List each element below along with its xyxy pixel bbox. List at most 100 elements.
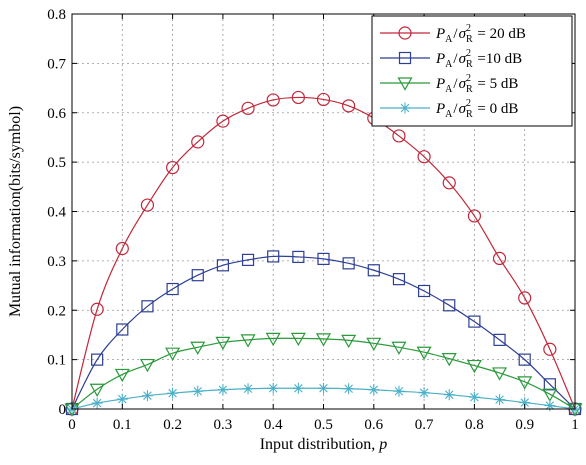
circle-marker [191, 135, 205, 149]
asterisk-marker [418, 387, 430, 399]
legend-label: PA/σ2 R =10 dB [435, 48, 522, 70]
asterisk-marker [443, 389, 455, 401]
triangle-marker [416, 346, 432, 360]
triangle-marker [215, 336, 231, 351]
y-tick-label: 0.4 [47, 205, 66, 221]
legend-label: PA/σ2 R = 0 dB [435, 98, 518, 120]
triangle-marker [542, 388, 558, 402]
triangle-marker [492, 367, 508, 381]
circle-marker [342, 99, 356, 113]
circle-marker [90, 302, 104, 316]
x-axis-label-variable: p [378, 436, 387, 453]
x-tick-label: 0.6 [364, 417, 383, 433]
asterisk-marker [292, 382, 304, 394]
x-tick-label: 0.9 [515, 417, 534, 433]
asterisk-marker [393, 385, 405, 397]
asterisk-marker [544, 400, 556, 412]
x-tick-label: 0.4 [264, 417, 283, 433]
y-tick-label: 0.8 [47, 7, 66, 23]
asterisk-marker [116, 393, 128, 405]
square-marker [241, 253, 255, 266]
triangle-marker [139, 358, 155, 373]
triangle-marker [397, 77, 413, 91]
circle-marker [392, 129, 406, 143]
series-line [71, 255, 576, 410]
triangle-marker [240, 334, 256, 348]
x-tick-label: 0.7 [415, 417, 434, 433]
square-marker [398, 51, 412, 65]
legend-entry: PA/σ2 R =10 dB [380, 48, 522, 70]
square-marker [116, 323, 129, 336]
triangle-marker [89, 383, 105, 397]
triangle-marker [341, 334, 357, 349]
square-marker [418, 284, 431, 298]
triangle-marker [315, 333, 332, 347]
circle-marker [241, 101, 255, 115]
legend: PA/σ2 R = 20 dB PA/σ2 R =10 dB PA/σ2 R = 5 dB… [371, 15, 573, 127]
legend-entry: PA/σ2 R = 0 dB [380, 98, 518, 120]
y-tick-label: 0.2 [47, 303, 66, 319]
circle-marker [316, 92, 331, 107]
x-tick-label: 0.3 [214, 417, 233, 433]
x-tick-label: 1 [571, 417, 579, 433]
circle-marker [543, 342, 557, 356]
circle-marker [166, 160, 180, 175]
axis-ticks: 0 0.1 0.2 0.3 0.4 0.5 0.6 0.7 0.8 0.9 1 0 0.1 0.2 0.3 0… [47, 7, 579, 433]
y-tick-label: 0.1 [47, 353, 66, 369]
circle-marker [467, 209, 481, 223]
circle-marker [266, 93, 280, 107]
y-tick-label: 0.7 [47, 56, 66, 72]
circle-marker [417, 150, 431, 164]
asterisk-marker [91, 397, 103, 409]
asterisk-marker [494, 394, 506, 406]
square-marker [191, 269, 204, 282]
square-marker [443, 299, 456, 312]
asterisk-marker [468, 391, 480, 403]
triangle-marker [366, 337, 382, 352]
circle-marker [291, 90, 305, 105]
triangle-marker [165, 347, 181, 361]
legend-label: PA/σ2 R = 20 dB [435, 23, 526, 45]
series-line [71, 337, 576, 410]
square-marker [267, 250, 280, 263]
asterisk-marker [267, 382, 279, 394]
asterisk-marker [242, 383, 254, 395]
square-marker [518, 353, 531, 366]
y-tick-label: 0.6 [47, 106, 66, 122]
asterisk-marker [217, 384, 229, 396]
square-marker [392, 273, 406, 286]
asterisk-marker [399, 102, 411, 114]
circle-marker [216, 114, 230, 128]
triangle-marker [517, 376, 533, 390]
asterisk-marker [141, 390, 153, 402]
triangle-marker [265, 332, 281, 347]
triangle-marker [466, 359, 482, 374]
circle-marker [518, 291, 532, 305]
circle-marker [492, 251, 507, 266]
square-marker [166, 282, 179, 296]
asterisk-marker [192, 385, 204, 397]
x-tick-label: 0.5 [314, 417, 333, 433]
triangle-marker [391, 341, 407, 356]
circle-marker [140, 198, 155, 212]
y-axis-label: Mutual information(bits/symbol) [7, 106, 24, 317]
asterisk-marker [343, 383, 355, 395]
series-asterisk [66, 382, 581, 415]
y-tick-label: 0 [59, 402, 67, 418]
circle-marker [115, 241, 129, 256]
square-marker [317, 252, 330, 265]
square-marker [342, 257, 355, 270]
x-tick-label: 0 [68, 417, 76, 433]
triangle-marker [441, 353, 457, 367]
series-square [65, 250, 582, 416]
x-axis-label: Input distribution, p [260, 436, 388, 453]
triangle-marker [114, 368, 130, 383]
y-tick-label: 0.3 [47, 254, 66, 270]
asterisk-marker [318, 382, 329, 394]
square-marker [216, 259, 229, 272]
x-tick-label: 0.2 [163, 417, 182, 433]
series-triangle-down [64, 332, 583, 417]
triangle-marker [290, 332, 306, 347]
asterisk-marker [368, 384, 380, 396]
